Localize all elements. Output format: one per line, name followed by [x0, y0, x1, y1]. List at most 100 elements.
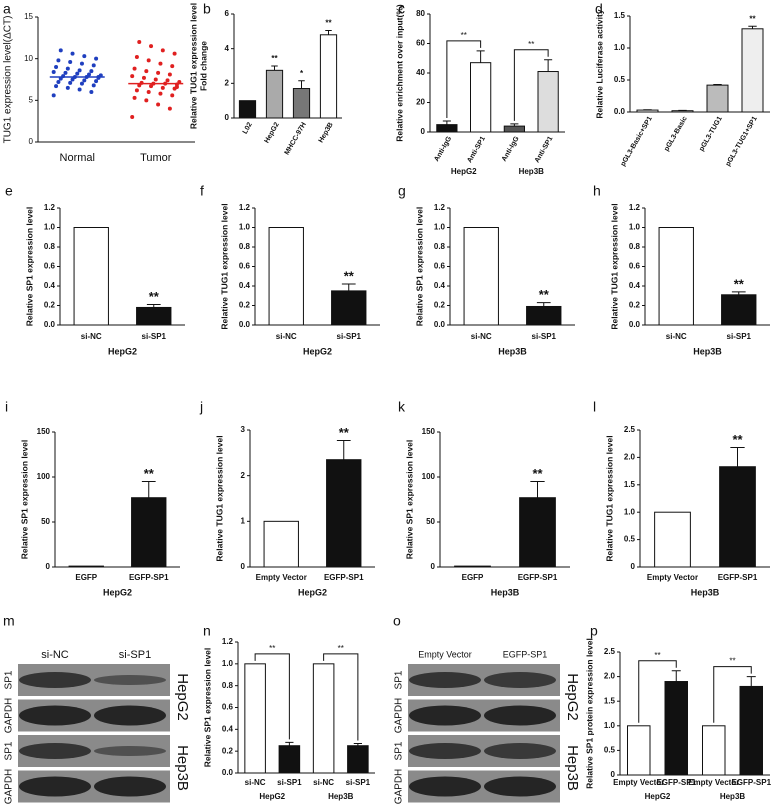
y-tick-label: 1.0: [604, 721, 616, 730]
dot: [134, 55, 139, 59]
y-tick-label: 0.4: [239, 281, 251, 290]
y-tick-label: 0.2: [629, 301, 641, 310]
bar: [454, 565, 491, 568]
dot: [146, 90, 151, 94]
y-tick-label: 6: [225, 9, 230, 18]
panel-letter: l: [593, 399, 596, 415]
y-tick-label: 0.6: [434, 262, 446, 271]
error-bar: [146, 304, 161, 308]
bar: [503, 125, 525, 133]
cell-line-label: Hep3B: [174, 745, 191, 791]
error-bar: [510, 123, 519, 127]
blot-band: [484, 776, 556, 797]
y-tick-label: 1.2: [44, 203, 56, 212]
bar: [470, 62, 492, 133]
panel-letter: h: [593, 183, 601, 199]
group-label: HepG2: [303, 346, 332, 356]
y-tick-label: 0.8: [629, 242, 641, 251]
dot: [70, 51, 75, 56]
y-tick-label: 0: [421, 127, 426, 136]
bracket-label: **: [729, 657, 735, 666]
dot: [167, 106, 172, 111]
x-tick-label: EGFP: [75, 573, 97, 582]
bracket-label: **: [654, 651, 660, 660]
panel-letter: k: [398, 399, 406, 415]
y-tick-label: 0.2: [44, 301, 56, 310]
error-bar: [442, 120, 451, 125]
significance: **: [532, 466, 543, 481]
y-tick-label: 0: [611, 770, 616, 779]
error-bar: [746, 676, 756, 687]
y-tick-label: 1.5: [604, 696, 616, 705]
dot: [87, 72, 92, 77]
dot: [58, 48, 63, 53]
dot: [65, 66, 70, 71]
y-tick-label: 0: [225, 113, 230, 122]
dot: [63, 70, 68, 75]
dot: [165, 78, 170, 83]
x-tick-label: si-NC: [666, 332, 687, 341]
bar: [136, 306, 172, 326]
error-bar: [544, 59, 553, 72]
group-label: Hep3B: [519, 167, 545, 176]
y-axis-label: Fold change: [198, 41, 208, 91]
significance: **: [144, 466, 155, 481]
y-tick-label: 1.0: [222, 659, 234, 668]
y-tick-label: 1.2: [629, 203, 641, 212]
dot: [82, 78, 87, 83]
y-axis-label: Relative TUG1 expression level: [609, 203, 619, 329]
y-axis-label: Relative Luciferase activity: [594, 9, 604, 118]
x-tick-label: si-NC: [245, 778, 266, 787]
x-tick-label: EGFP: [462, 573, 484, 582]
bar: [658, 227, 694, 326]
x-tick-label: si-SP1: [727, 332, 752, 341]
dot: [153, 77, 158, 82]
dot: [82, 54, 87, 59]
error-bar: [141, 481, 156, 498]
y-axis-label: TUG1 expression level(ΔCT): [3, 16, 14, 144]
error-bar: [671, 670, 681, 682]
bar: [706, 84, 729, 113]
y-tick-label: 1.2: [434, 203, 446, 212]
y-tick-label: 1.0: [629, 223, 641, 232]
dot: [91, 83, 96, 88]
x-tick-label: EGFP-SP1: [324, 573, 364, 582]
error-bar: [536, 302, 551, 307]
error-bar: [298, 80, 305, 89]
dot: [56, 58, 61, 63]
row-label: GAPDH: [4, 698, 15, 734]
bar: [721, 294, 757, 326]
y-tick-label: 0.4: [629, 281, 641, 290]
dot: [70, 77, 75, 82]
y-tick-label: 0.0: [629, 320, 641, 329]
x-tick-label: si-SP1: [277, 778, 302, 787]
dot: [146, 58, 151, 63]
x-tick-label: si-SP1: [142, 332, 167, 341]
y-tick-label: 100: [422, 472, 436, 481]
bar: [68, 565, 104, 568]
significance: **: [149, 289, 160, 304]
y-tick-label: 40: [416, 68, 425, 77]
x-tick-label: L02: [242, 121, 254, 135]
group-label: Hep3B: [328, 792, 354, 801]
dot: [156, 102, 161, 107]
dot: [137, 40, 142, 44]
panel-letter: d: [595, 1, 603, 17]
y-tick-label: 0.4: [434, 281, 446, 290]
y-tick-label: 0: [241, 562, 246, 571]
dot: [54, 65, 59, 69]
bar: [312, 663, 335, 774]
bracket-label: **: [528, 40, 534, 49]
error-bar: [713, 83, 722, 86]
x-tick-label: EGFP-SP1: [656, 778, 696, 787]
y-tick-label: 0.6: [44, 262, 56, 271]
x-tick-label: si-SP1: [337, 332, 362, 341]
blot-band: [409, 672, 481, 688]
blot-band: [94, 776, 166, 797]
bar: [526, 305, 562, 326]
bar: [265, 69, 284, 119]
dot: [160, 48, 165, 53]
y-axis-label: Relative TUG1 expression level: [219, 203, 229, 329]
y-tick-label: 0.4: [222, 724, 234, 733]
